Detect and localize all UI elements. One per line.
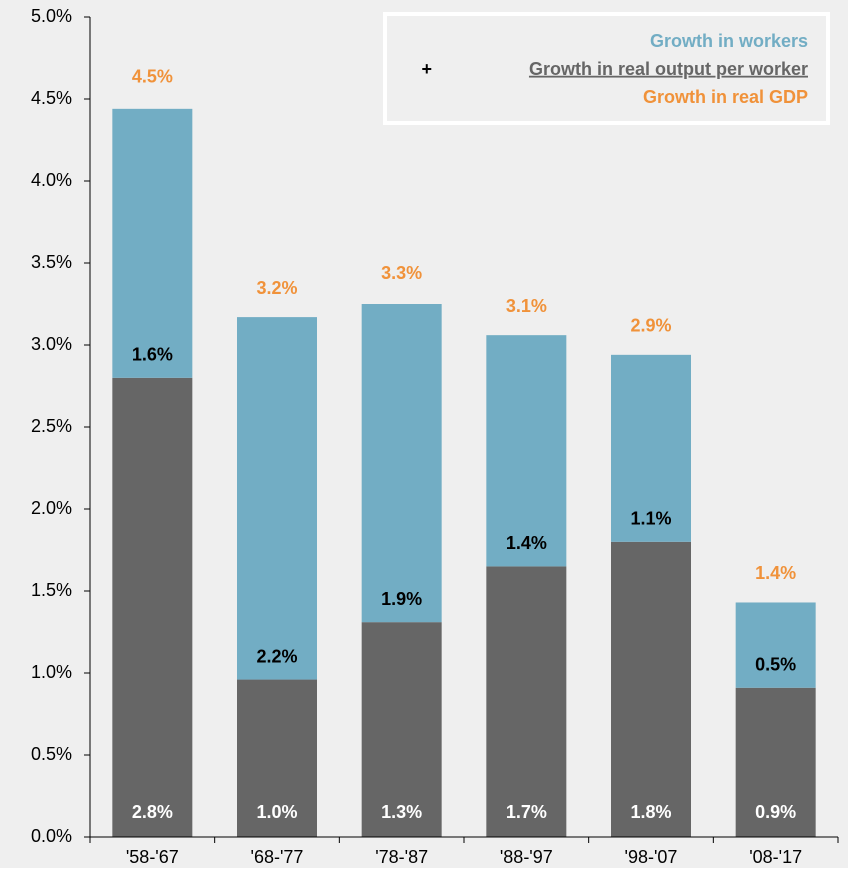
bar-segment <box>735 602 816 688</box>
value-label: 1.3% <box>381 802 422 822</box>
bar-segment <box>735 687 816 837</box>
x-tick-label: '88-'97 <box>500 847 553 867</box>
x-tick-label: '68-'77 <box>251 847 304 867</box>
y-tick-label: 4.5% <box>31 88 72 108</box>
y-tick-label: 0.0% <box>31 826 72 846</box>
y-tick-label: 0.5% <box>31 744 72 764</box>
x-tick-label: '08-'17 <box>749 847 802 867</box>
y-tick-label: 1.5% <box>31 580 72 600</box>
total-label: 1.4% <box>755 563 796 583</box>
value-label: 0.9% <box>755 802 796 822</box>
bar-segment <box>237 679 317 837</box>
bar-segment <box>611 354 691 542</box>
value-label: 0.5% <box>755 655 796 675</box>
bottom-strip <box>0 868 848 872</box>
value-label: 1.0% <box>256 802 297 822</box>
bar-segment <box>611 541 691 837</box>
value-label: 2.8% <box>132 802 173 822</box>
y-tick-label: 4.0% <box>31 170 72 190</box>
legend-output: Growth in real output per worker <box>529 59 808 79</box>
bar-segment <box>112 108 193 378</box>
total-label: 4.5% <box>132 66 173 86</box>
y-tick-label: 1.0% <box>31 662 72 682</box>
total-label: 3.3% <box>381 263 422 283</box>
legend-gdp: Growth in real GDP <box>643 87 808 107</box>
bar-segment <box>237 317 317 680</box>
value-label: 2.2% <box>256 646 297 666</box>
x-tick-label: '78-'87 <box>375 847 428 867</box>
value-label: 1.6% <box>132 345 173 365</box>
total-label: 3.1% <box>506 296 547 316</box>
bar-segment <box>112 377 193 837</box>
legend-box <box>383 12 830 125</box>
value-label: 1.1% <box>630 509 671 529</box>
value-label: 1.7% <box>506 802 547 822</box>
legend-workers: Growth in workers <box>650 31 808 51</box>
y-tick-label: 3.0% <box>31 334 72 354</box>
value-label: 1.9% <box>381 589 422 609</box>
y-tick-label: 2.5% <box>31 416 72 436</box>
x-tick-label: '58-'67 <box>126 847 179 867</box>
bar-segment <box>361 622 442 837</box>
total-label: 2.9% <box>630 316 671 336</box>
value-label: 1.4% <box>506 533 547 553</box>
y-tick-label: 3.5% <box>31 252 72 272</box>
y-tick-label: 2.0% <box>31 498 72 518</box>
bar-segment <box>486 335 567 567</box>
legend-operator: + <box>421 59 432 79</box>
bar-segment <box>486 566 567 837</box>
total-label: 3.2% <box>256 278 297 298</box>
y-tick-label: 5.0% <box>31 6 72 26</box>
bar-segment <box>361 304 442 623</box>
x-tick-label: '98-'07 <box>625 847 678 867</box>
value-label: 1.8% <box>630 802 671 822</box>
